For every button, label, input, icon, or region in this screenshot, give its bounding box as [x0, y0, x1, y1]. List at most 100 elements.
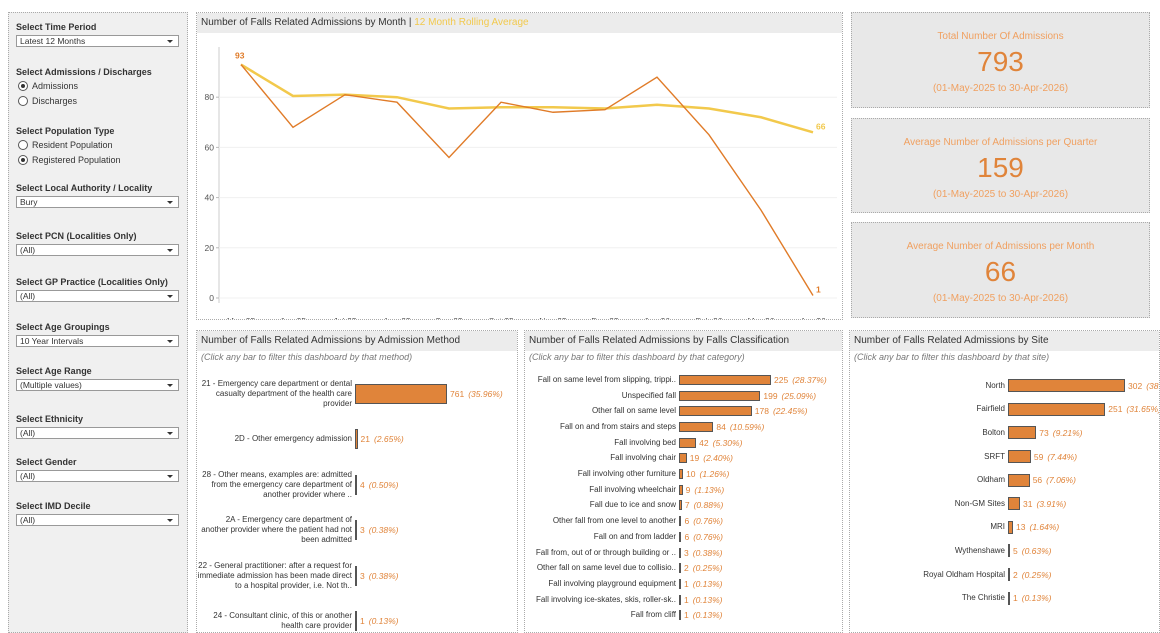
x-tick-label: Aug-25: [383, 316, 411, 319]
dropdown[interactable]: 10 Year Intervals: [16, 335, 179, 347]
kpi-card: Average Number of Admissions per Month 66…: [851, 222, 1150, 318]
percent-label: (9.21%): [1052, 427, 1083, 438]
bar-row[interactable]: SRFT 59 (7.44%): [850, 445, 1077, 469]
bar-row[interactable]: Wythenshawe 5 (0.63%): [850, 539, 1052, 563]
percent-label: (22.45%): [772, 406, 808, 417]
bar-row[interactable]: 2A - Emergency care department of anothe…: [197, 508, 398, 554]
radio-option[interactable]: Discharges: [18, 96, 77, 106]
bar: [679, 406, 752, 417]
value-label: 2: [1013, 569, 1018, 580]
radio-label: Discharges: [32, 96, 78, 106]
bar-row[interactable]: Fall involving playground equipment 1 (0.1…: [525, 576, 723, 592]
category-label: 21 - Emergency care department or dental…: [201, 378, 352, 408]
bar: [679, 500, 682, 511]
bar-row[interactable]: Royal Oldham Hospital 2 (0.25%): [850, 563, 1052, 587]
bar: [679, 547, 681, 558]
x-tick-label: Jan-26: [644, 316, 670, 319]
kpi-title: Average Number of Admissions per Quarter: [903, 137, 1098, 148]
line-series: [240, 64, 814, 296]
category-label: 2D - Other emergency admission: [234, 434, 352, 444]
percent-label: (0.50%): [368, 479, 399, 490]
bar-row[interactable]: Fall involving other furniture 10 (1.26%): [525, 466, 729, 482]
bar-row[interactable]: Fall involving ice-skates, skis, roller-…: [525, 592, 723, 608]
bar-row[interactable]: 24 - Consultant clinic, of this or anoth…: [197, 599, 399, 633]
bar-row[interactable]: North 302(38.08%): [850, 374, 1160, 398]
bar-row[interactable]: Fall on same level from slipping, trippi…: [525, 372, 827, 388]
bar: [1008, 473, 1030, 487]
bar: [1008, 402, 1106, 416]
y-tick-label: 60: [205, 142, 215, 152]
bar-row[interactable]: Fall involving bed 42 (5.30%): [525, 435, 742, 451]
kpi-value: 793: [977, 46, 1024, 77]
percent-label: (0.88%): [693, 500, 724, 511]
bar-row[interactable]: Fall involving chair 19 (2.40%): [525, 451, 733, 467]
category-label: Fall from cliff: [630, 610, 676, 620]
bar: [1008, 568, 1010, 582]
filter-label: Select Age Groupings: [16, 322, 110, 332]
dropdown[interactable]: Bury: [16, 196, 179, 208]
kpi-period: (01-May-2025 to 30-Apr-2026): [932, 83, 1069, 94]
dropdown[interactable]: (All): [16, 427, 179, 439]
percent-label: (0.13%): [692, 610, 723, 621]
data-label: 93: [235, 51, 245, 61]
value-label: 3: [360, 570, 365, 581]
dropdown[interactable]: Latest 12 Months: [16, 35, 179, 47]
value-label: 84: [716, 421, 726, 432]
bar-chart-panel: Number of Falls Related Admissions by Fa…: [524, 330, 843, 633]
bar-row[interactable]: 2D - Other emergency admission 21 (2.65%): [197, 417, 404, 463]
dropdown[interactable]: (All): [16, 290, 179, 302]
value-label: 302: [1128, 380, 1143, 391]
chart-header: Number of Falls Related Admissions by Ad…: [197, 331, 517, 351]
bar-row[interactable]: Other fall on same level 178 (22.45%): [525, 403, 807, 419]
bar-row[interactable]: Oldham 56 (7.06%): [850, 468, 1076, 492]
bar-row[interactable]: Fall from, out of or through building or…: [525, 545, 723, 561]
value-label: 6: [684, 531, 690, 542]
category-label: Fall involving ice-skates, skis, roller-…: [535, 594, 676, 604]
bar-row[interactable]: Non-GM Sites 31 (3.91%): [850, 492, 1066, 516]
filter-label: Select Gender: [16, 457, 77, 467]
kpi-card: Average Number of Admissions per Quarter…: [851, 118, 1150, 213]
percent-label: (28.37%): [792, 374, 827, 385]
bar-row[interactable]: Other fall from one level to another 6 (0.…: [525, 513, 723, 529]
bar-row[interactable]: Fall from cliff 1 (0.13%): [525, 608, 723, 624]
dropdown[interactable]: (All): [16, 470, 179, 482]
bar-row[interactable]: 21 - Emergency care department or dental…: [197, 371, 503, 417]
y-tick-label: 40: [205, 193, 215, 203]
bar-chart-panel: Number of Falls Related Admissions by Ad…: [196, 330, 518, 633]
bar: [355, 383, 447, 404]
kpi-period: (01-May-2025 to 30-Apr-2026): [932, 293, 1069, 304]
bar-row[interactable]: The Christie 1 (0.13%): [850, 586, 1052, 610]
dropdown[interactable]: (Multiple values): [16, 379, 179, 391]
bar-row[interactable]: Fall on and from ladder 6 (0.76%): [525, 529, 723, 545]
percent-label: (7.06%): [1046, 475, 1076, 486]
bar-row[interactable]: 28 - Other means, examples are: admitted…: [197, 462, 399, 508]
radio-option[interactable]: Resident Population: [18, 140, 113, 150]
value-label: 1: [684, 578, 689, 589]
bar-row[interactable]: Other fall on same level due to collisio…: [525, 560, 723, 576]
bar-row[interactable]: Unspecified fall 199 (25.09%): [525, 388, 816, 404]
bar-row[interactable]: Fairfield 251 (31.65%): [850, 398, 1159, 422]
radio-option[interactable]: Admissions: [18, 81, 78, 91]
bar-row[interactable]: MRI 13 (1.64%): [850, 516, 1059, 540]
bar-row[interactable]: Bolton 73 (9.21%): [850, 421, 1083, 445]
dropdown[interactable]: (All): [16, 244, 179, 256]
x-tick-label: Jun-25: [280, 316, 306, 319]
bar-row[interactable]: 22 - General practitioner: after a reque…: [197, 553, 399, 599]
value-label: 6: [684, 516, 690, 527]
value-label: 31: [1023, 498, 1033, 509]
dropdown[interactable]: (All): [16, 514, 179, 526]
percent-label: (1.64%): [1029, 522, 1060, 533]
x-tick-label: Dec-25: [591, 316, 619, 319]
filter-label: Select Local Authority / Locality: [16, 183, 153, 193]
bar-row[interactable]: Fall involving wheelchair 9 (1.13%): [525, 482, 724, 498]
category-label: Fall on and from stairs and steps: [559, 421, 676, 431]
kpi-period: (01-May-2025 to 30-Apr-2026): [932, 189, 1069, 200]
bar-row[interactable]: Fall on and from stairs and steps 84 (10.5…: [525, 419, 764, 435]
category-label: Wythenshawe: [954, 545, 1005, 555]
percent-label: (7.44%): [1047, 451, 1078, 462]
bar-row[interactable]: Fall due to ice and snow 7 (0.88%): [525, 498, 723, 514]
radio-option[interactable]: Registered Population: [18, 155, 121, 165]
percent-label: (38.08%): [1146, 380, 1160, 391]
kpi-title: Average Number of Admissions per Month: [906, 241, 1095, 252]
bar-chart-panel: Number of Falls Related Admissions by Si…: [849, 330, 1160, 633]
